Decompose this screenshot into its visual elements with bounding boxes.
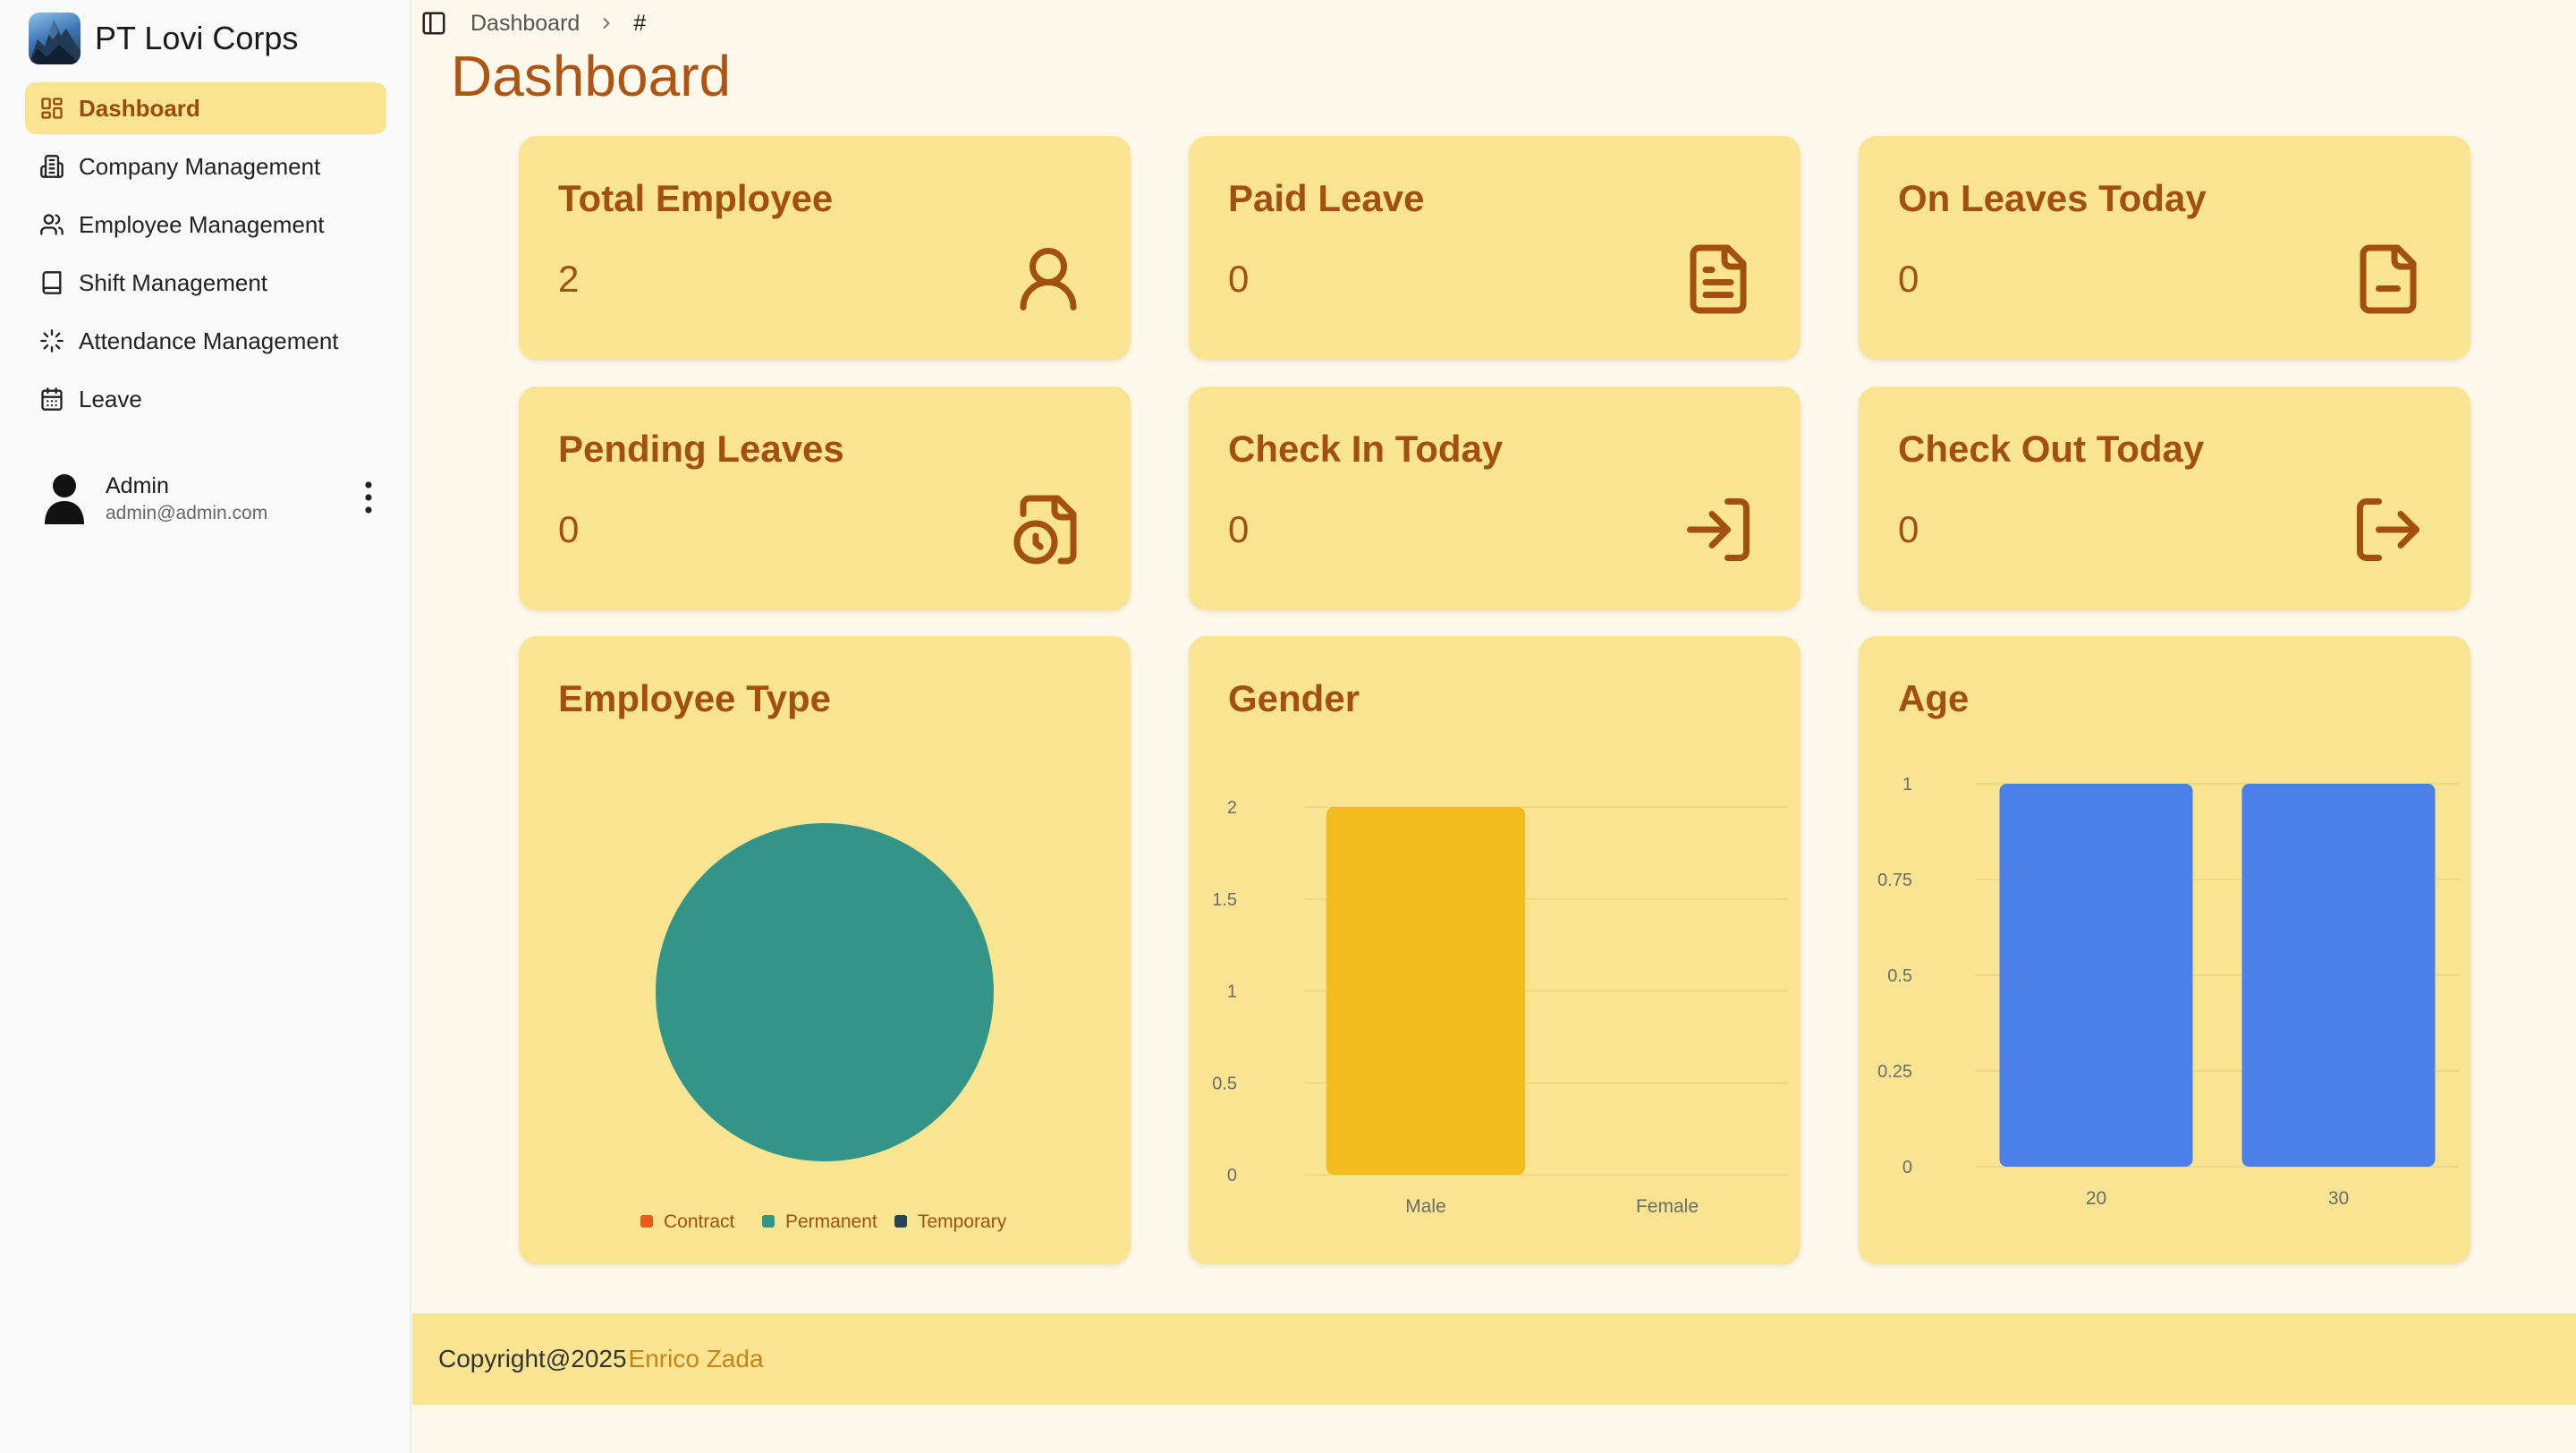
legend-swatch [762, 1215, 775, 1228]
stat-title: Pending Leaves [558, 428, 844, 470]
chevron-right-icon [603, 18, 610, 29]
sidebar: PT Lovi Corps Dashboard Company Manageme… [0, 0, 411, 1453]
sidebar-item-leave[interactable]: Leave [25, 373, 386, 425]
breadcrumb-dashboard[interactable]: Dashboard [470, 10, 580, 36]
stat-card-check-in-today: Check In Today 0 [1189, 387, 1801, 610]
legend-swatch [894, 1215, 907, 1228]
sidebar-item-label: Company Management [79, 152, 321, 180]
stat-card-check-out-today: Check Out Today 0 [1859, 387, 2470, 610]
bar-30[interactable] [2241, 784, 2436, 1167]
y-tick-label: 0.5 [1212, 1074, 1237, 1093]
brand-logo [29, 13, 80, 64]
stat-value: 0 [1898, 258, 1919, 300]
users-icon [39, 212, 64, 237]
stat-card-pending-leaves: Pending Leaves 0 [519, 387, 1131, 610]
brand-name: PT Lovi Corps [95, 20, 299, 56]
x-tick-label: 20 [2086, 1188, 2106, 1209]
sidebar-item-label: Shift Management [79, 268, 268, 296]
stat-card-on-leaves-today: On Leaves Today 0 [1859, 136, 2470, 360]
y-tick-label: 0 [1902, 1158, 1912, 1177]
sidebar-item-label: Dashboard [79, 94, 200, 122]
legend-item-contract[interactable]: Contract [640, 1211, 735, 1232]
sidebar-item-label: Leave [79, 385, 142, 412]
loader-icon [39, 328, 64, 353]
building-icon [39, 154, 64, 179]
legend-label: Temporary [918, 1211, 1007, 1232]
sidebar-item-company-management[interactable]: Company Management [25, 140, 386, 192]
stat-card-paid-leave: Paid Leave 0 [1189, 136, 1801, 360]
legend-item-permanent[interactable]: Permanent [762, 1211, 877, 1232]
footer-copyright: Copyright@2025 [438, 1345, 627, 1372]
stat-value: 2 [558, 258, 580, 300]
stat-value: 0 [1228, 258, 1250, 300]
footer: Copyright@2025 Enrico Zada [412, 1313, 2576, 1405]
x-tick-label: 30 [2328, 1188, 2349, 1209]
y-tick-label: 0.5 [1887, 966, 1912, 986]
user-icon [1020, 248, 1077, 310]
file-minus-icon [2360, 244, 2417, 314]
chart-title: Age [1898, 677, 1970, 719]
sidebar-item-attendance-management[interactable]: Attendance Management [25, 315, 386, 367]
user-name: Admin [106, 472, 169, 498]
sidebar-toggle-icon[interactable] [420, 10, 447, 37]
legend-swatch [640, 1215, 653, 1228]
sidebar-item-label: Employee Management [79, 210, 325, 238]
y-tick-label: 1 [1902, 775, 1912, 794]
bar-20[interactable] [1999, 784, 2193, 1167]
dashboard-icon [39, 96, 64, 121]
file-text-icon [1690, 244, 1747, 314]
y-tick-label: 1 [1227, 982, 1237, 1002]
chart-card-gender: Gender 0 0.5 1 1.5 2 Male Female [1189, 636, 1801, 1264]
brand[interactable]: PT Lovi Corps [29, 13, 298, 64]
avatar [45, 474, 84, 524]
sidebar-item-dashboard[interactable]: Dashboard [25, 82, 386, 134]
chart-card-age: Age 0 0.25 0.5 0.75 1 20 30 [1859, 636, 2470, 1264]
x-tick-label: Female [1636, 1196, 1699, 1217]
stat-title: Total Employee [558, 177, 834, 219]
user-profile[interactable]: Admin admin@admin.com [41, 467, 390, 530]
y-tick-label: 0.25 [1877, 1062, 1912, 1082]
y-tick-label: 1.5 [1212, 890, 1237, 910]
topbar: Dashboard # [420, 7, 646, 39]
stat-card-total-employee: Total Employee 2 [519, 136, 1131, 360]
sidebar-nav: Dashboard Company Management Employee Ma… [25, 82, 386, 431]
y-tick-label: 0 [1227, 1166, 1237, 1185]
more-vertical-icon[interactable] [361, 480, 376, 515]
sidebar-item-shift-management[interactable]: Shift Management [25, 257, 386, 309]
calendar-icon [39, 387, 64, 412]
stat-value: 0 [1898, 508, 1919, 550]
legend-label: Permanent [785, 1211, 877, 1232]
legend-label: Contract [664, 1211, 735, 1232]
stat-title: Check In Today [1228, 428, 1504, 470]
page-title: Dashboard [451, 44, 732, 108]
user-text: Admin admin@admin.com [106, 473, 267, 524]
gender-bar-chart: 0 0.5 1 1.5 2 Male Female [1212, 798, 1788, 1217]
age-bar-chart: 0 0.25 0.5 0.75 1 20 30 [1877, 775, 2460, 1209]
bar-male[interactable] [1326, 807, 1525, 1175]
stat-title: Paid Leave [1228, 177, 1425, 219]
chart-title: Gender [1228, 677, 1360, 719]
book-icon [39, 270, 64, 295]
sidebar-item-employee-management[interactable]: Employee Management [25, 199, 386, 251]
legend-item-temporary[interactable]: Temporary [894, 1211, 1007, 1232]
file-clock-icon [1013, 495, 1077, 565]
log-out-icon [2357, 498, 2419, 561]
footer-author-link[interactable]: Enrico Zada [628, 1345, 764, 1372]
chart-title: Employee Type [558, 677, 831, 719]
x-tick-label: Male [1405, 1196, 1446, 1217]
log-in-icon [1687, 498, 1750, 561]
y-tick-label: 2 [1227, 798, 1237, 818]
sidebar-item-label: Attendance Management [79, 327, 339, 354]
employee-type-pie-chart: Contract Permanent Temporary [640, 823, 1007, 1232]
y-tick-label: 0.75 [1877, 871, 1912, 890]
stat-value: 0 [558, 508, 580, 550]
stat-title: On Leaves Today [1898, 177, 2207, 219]
breadcrumb-current: # [633, 10, 647, 36]
pie-slice-permanent[interactable] [656, 823, 994, 1161]
user-email: admin@admin.com [106, 502, 268, 523]
stat-title: Check Out Today [1898, 428, 2205, 470]
stat-value: 0 [1228, 508, 1250, 550]
chart-card-employee-type: Employee Type Contract Permanent Temporary [519, 636, 1131, 1264]
